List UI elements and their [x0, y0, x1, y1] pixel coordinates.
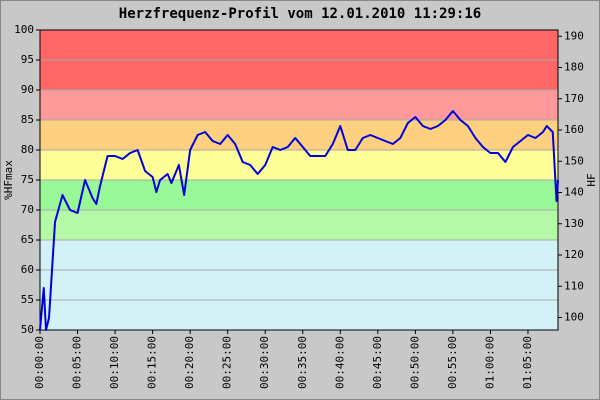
x-tick-label: 00:30:00 — [258, 336, 271, 389]
hr-line — [39, 110, 559, 331]
y-tick-label: 50 — [21, 323, 34, 336]
x-tick-label: 00:00:00 — [33, 336, 46, 389]
y-tick-label: 100 — [14, 23, 34, 36]
y2-tick-label: 170 — [564, 92, 584, 105]
x-tick-label: 00:25:00 — [221, 336, 234, 389]
x-tick-label: 00:05:00 — [71, 336, 84, 389]
y2-tick-label: 120 — [564, 248, 584, 261]
zone — [40, 90, 558, 120]
y-axis-label: %HFmax — [2, 160, 15, 200]
y-tick-label: 60 — [21, 263, 34, 276]
y-tick-label: 85 — [21, 113, 34, 126]
x-tick-label: 00:20:00 — [183, 336, 196, 389]
x-tick-label: 00:15:00 — [146, 336, 159, 389]
zone — [40, 150, 558, 180]
y2-tick-label: 110 — [564, 279, 584, 292]
y2-tick-label: 130 — [564, 217, 584, 230]
chart-title: Herzfrequenz-Profil vom 12.01.2010 11:29… — [119, 6, 481, 22]
y-tick-label: 55 — [21, 293, 34, 306]
x-tick-label: 01:05:00 — [521, 336, 534, 389]
x-tick-label: 00:45:00 — [371, 336, 384, 389]
x-tick-label: 01:00:00 — [483, 336, 496, 389]
y2-tick-label: 150 — [564, 154, 584, 167]
zone — [40, 210, 558, 240]
x-tick-label: 00:50:00 — [408, 336, 421, 389]
y2-axis-label: HF — [585, 173, 598, 186]
y-tick-label: 95 — [21, 53, 34, 66]
x-tick-label: 00:35:00 — [296, 336, 309, 389]
zone — [40, 180, 558, 210]
y2-tick-label: 100 — [564, 311, 584, 324]
y-tick-label: 75 — [21, 173, 34, 186]
y2-tick-label: 180 — [564, 61, 584, 74]
zone — [40, 120, 558, 150]
y-tick-label: 70 — [21, 203, 34, 216]
x-tick-label: 00:55:00 — [446, 336, 459, 389]
y-tick-label: 90 — [21, 83, 34, 96]
y2-tick-label: 160 — [564, 123, 584, 136]
x-tick-label: 00:40:00 — [333, 336, 346, 389]
y2-tick-label: 140 — [564, 186, 584, 199]
x-tick-label: 00:10:00 — [108, 336, 121, 389]
y-tick-label: 65 — [21, 233, 34, 246]
y2-tick-label: 190 — [564, 29, 584, 42]
zone — [40, 240, 558, 330]
y-tick-label: 80 — [21, 143, 34, 156]
